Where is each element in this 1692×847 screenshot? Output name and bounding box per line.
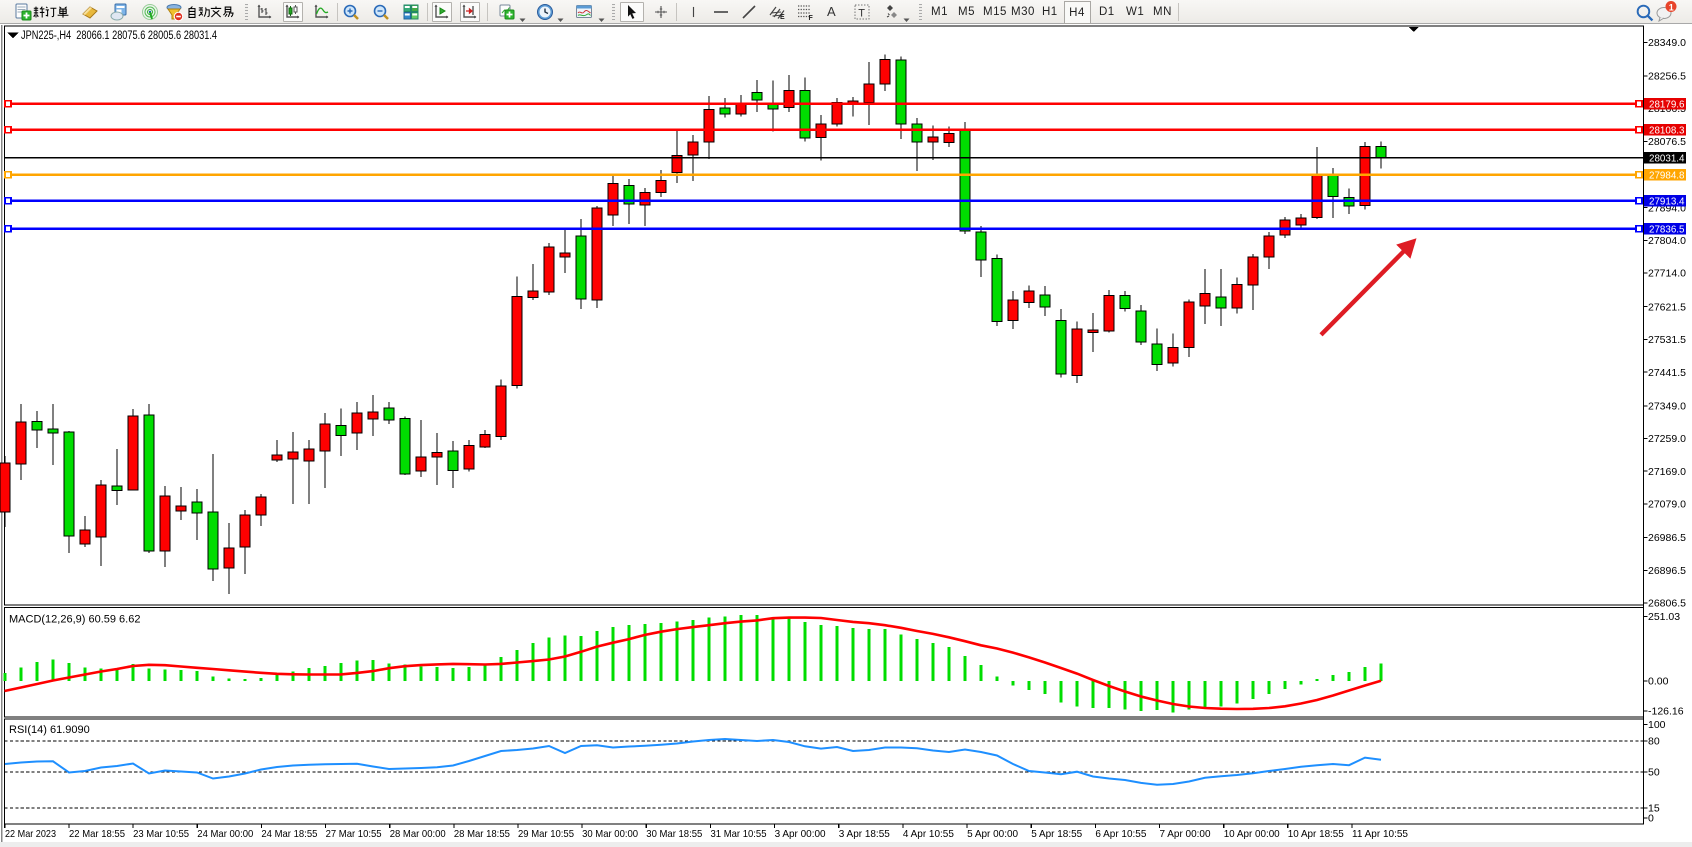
svg-text:50: 50 [1648, 766, 1660, 778]
svg-text:27 Mar 10:55: 27 Mar 10:55 [326, 828, 382, 840]
svg-text:26896.5: 26896.5 [1648, 565, 1686, 577]
svg-text:24 Mar 00:00: 24 Mar 00:00 [197, 828, 253, 840]
svg-text:1: 1 [1669, 2, 1674, 12]
svg-text:27804.0: 27804.0 [1648, 235, 1686, 247]
svg-text:24 Mar 18:55: 24 Mar 18:55 [261, 828, 317, 840]
svg-text:22 Mar 18:55: 22 Mar 18:55 [69, 828, 125, 840]
svg-text:5 Apr 00:00: 5 Apr 00:00 [967, 828, 1018, 840]
svg-text:28349.0: 28349.0 [1648, 37, 1686, 49]
svg-text:27169.0: 27169.0 [1648, 466, 1686, 478]
svg-text:3 Apr 00:00: 3 Apr 00:00 [775, 828, 826, 840]
svg-text:27836.5: 27836.5 [1649, 223, 1685, 235]
svg-text:27349.0: 27349.0 [1648, 400, 1686, 412]
svg-text:28076.5: 28076.5 [1648, 136, 1686, 148]
svg-text:31 Mar 10:55: 31 Mar 10:55 [711, 828, 767, 840]
svg-text:27714.0: 27714.0 [1648, 268, 1686, 280]
svg-text:30 Mar 18:55: 30 Mar 18:55 [646, 828, 702, 840]
svg-text:MACD(12,26,9) 60.59 6.62: MACD(12,26,9) 60.59 6.62 [9, 614, 140, 626]
svg-text:100: 100 [1648, 719, 1666, 731]
svg-text:0.00: 0.00 [1648, 676, 1669, 688]
svg-text:27441.5: 27441.5 [1648, 367, 1686, 379]
svg-text:7 Apr 00:00: 7 Apr 00:00 [1160, 828, 1211, 840]
svg-text:JPN225-,H4 28066.1 28075.6 28: JPN225-,H4 28066.1 28075.6 28005.6 28031… [21, 30, 217, 42]
svg-text:27531.5: 27531.5 [1648, 334, 1686, 346]
svg-text:28 Mar 00:00: 28 Mar 00:00 [390, 828, 446, 840]
svg-text:15: 15 [1648, 803, 1660, 815]
svg-text:F: F [808, 15, 813, 21]
svg-text:28179.6: 28179.6 [1649, 99, 1685, 111]
svg-text:T: T [858, 8, 865, 20]
svg-text:10 Apr 18:55: 10 Apr 18:55 [1288, 828, 1344, 840]
svg-text:80: 80 [1648, 736, 1660, 748]
svg-text:E: E [780, 14, 785, 21]
svg-text:5 Apr 18:55: 5 Apr 18:55 [1031, 828, 1082, 840]
svg-text:11 Apr 10:55: 11 Apr 10:55 [1352, 828, 1408, 840]
svg-text:22 Mar 2023: 22 Mar 2023 [5, 828, 56, 840]
svg-text:4 Apr 10:55: 4 Apr 10:55 [903, 828, 954, 840]
svg-text:3 Apr 18:55: 3 Apr 18:55 [839, 828, 890, 840]
svg-text:30 Mar 00:00: 30 Mar 00:00 [582, 828, 638, 840]
svg-text:27259.0: 27259.0 [1648, 433, 1686, 445]
svg-text:27913.4: 27913.4 [1649, 195, 1685, 207]
svg-text:27079.0: 27079.0 [1648, 499, 1686, 511]
svg-text:27984.8: 27984.8 [1649, 170, 1685, 182]
svg-text:26986.5: 26986.5 [1648, 532, 1686, 544]
svg-text:28108.3: 28108.3 [1649, 125, 1685, 137]
svg-text:0: 0 [1648, 813, 1654, 825]
svg-text:23 Mar 10:55: 23 Mar 10:55 [133, 828, 189, 840]
svg-text:RSI(14) 61.9090: RSI(14) 61.9090 [9, 724, 90, 736]
svg-text:251.03: 251.03 [1648, 611, 1680, 623]
svg-text:26806.5: 26806.5 [1648, 598, 1686, 610]
svg-text:6 Apr 10:55: 6 Apr 10:55 [1095, 828, 1146, 840]
svg-text:28031.4: 28031.4 [1649, 153, 1685, 165]
svg-text:28256.5: 28256.5 [1648, 71, 1686, 83]
svg-text:29 Mar 10:55: 29 Mar 10:55 [518, 828, 574, 840]
svg-text:28 Mar 18:55: 28 Mar 18:55 [454, 828, 510, 840]
svg-text:-126.16: -126.16 [1648, 705, 1684, 717]
svg-text:27621.5: 27621.5 [1648, 301, 1686, 313]
svg-text:10 Apr 00:00: 10 Apr 00:00 [1224, 828, 1280, 840]
